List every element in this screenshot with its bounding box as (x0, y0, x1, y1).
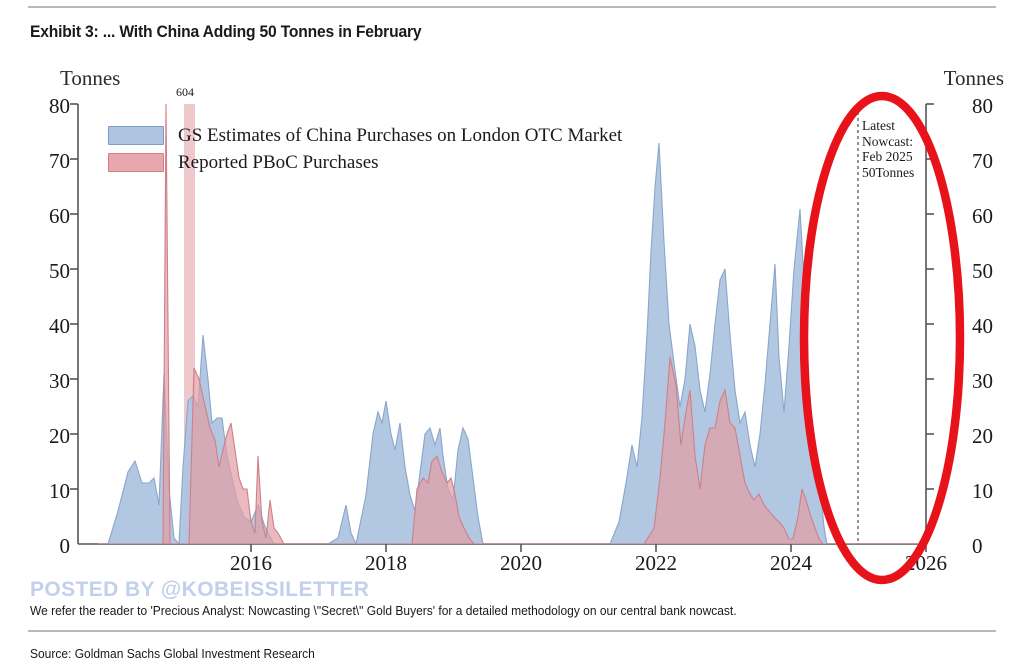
y-tick-left-0: 0 (59, 534, 71, 558)
spike-value-label: 604 (176, 85, 194, 99)
y-tick-right-40: 40 (972, 314, 993, 338)
series-pboc-purchases-area (98, 103, 926, 544)
x-tick-2022: 2022 (635, 551, 677, 575)
nowcast-annotation: Latest Nowcast: Feb 2025 50Tonnes (862, 118, 940, 180)
y-tick-right-0: 0 (972, 534, 983, 558)
legend-item-pboc: Reported PBoC Purchases (108, 149, 622, 176)
legend-swatch-red (108, 153, 164, 172)
x-tick-2018: 2018 (365, 551, 407, 575)
y-tick-left-40: 40 (49, 314, 70, 338)
top-divider (28, 6, 996, 8)
y-tick-right-70: 70 (972, 149, 993, 173)
y-tick-left-70: 70 (49, 149, 70, 173)
bottom-divider (28, 630, 996, 632)
legend-swatch-blue (108, 126, 164, 145)
source-line: Source: Goldman Sachs Global Investment … (30, 647, 315, 661)
y-tick-right-80: 80 (972, 94, 993, 118)
x-tick-2016: 2016 (230, 551, 272, 575)
methodology-footnote: We refer the reader to 'Precious Analyst… (30, 604, 737, 618)
x-tick-2024: 2024 (770, 551, 812, 575)
y-tick-left-10: 10 (49, 479, 70, 503)
y-tick-left-30: 30 (49, 369, 70, 393)
y-tick-right-10: 10 (972, 479, 993, 503)
y-tick-left-50: 50 (49, 259, 70, 283)
chart-legend: GS Estimates of China Purchases on Londo… (108, 122, 622, 176)
legend-label-gs-estimates: GS Estimates of China Purchases on Londo… (178, 124, 623, 146)
nowcast-line-3: Feb 2025 (862, 149, 913, 164)
series-pboc-spike (184, 104, 195, 544)
y-axis-right-title: Tonnes (943, 66, 1004, 90)
nowcast-line-4: 50Tonnes (862, 164, 915, 180)
y-tick-right-20: 20 (972, 424, 993, 448)
page-title: Exhibit 3: ... With China Adding 50 Tonn… (30, 22, 422, 41)
highlight-ellipse (799, 91, 965, 585)
legend-item-gs-estimates: GS Estimates of China Purchases on Londo… (108, 122, 622, 149)
y-tick-right-30: 30 (972, 369, 993, 393)
x-tick-2020: 2020 (500, 551, 542, 575)
y-tick-left-80: 80 (49, 94, 70, 118)
nowcast-line-1: Latest (862, 118, 895, 133)
y-tick-left-20: 20 (49, 424, 70, 448)
y-axis-left-title: Tonnes (60, 66, 121, 90)
y-tick-right-50: 50 (972, 259, 993, 283)
legend-label-pboc: Reported PBoC Purchases (178, 151, 379, 173)
nowcast-line-2: Nowcast: (862, 133, 913, 149)
y-tick-right-60: 60 (972, 204, 993, 228)
watermark-text: POSTED BY @KOBEISSILETTER (30, 578, 370, 601)
y-tick-left-60: 60 (49, 204, 70, 228)
